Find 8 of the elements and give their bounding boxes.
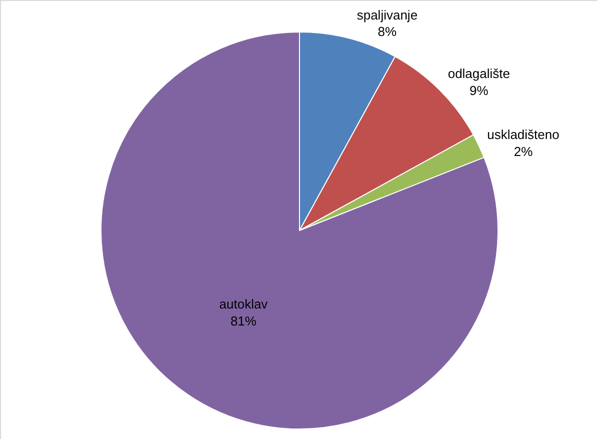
data-label: 2% [514,144,534,160]
data-label: 8% [378,24,398,40]
slice-label: autoklav [219,296,268,312]
slice-label: spaljivanje [356,7,418,22]
data-label: 9% [470,83,489,98]
data-label: 81% [230,314,257,329]
slice-label: uskladišteno [487,127,560,142]
slice-label: odlagalište [448,66,510,82]
